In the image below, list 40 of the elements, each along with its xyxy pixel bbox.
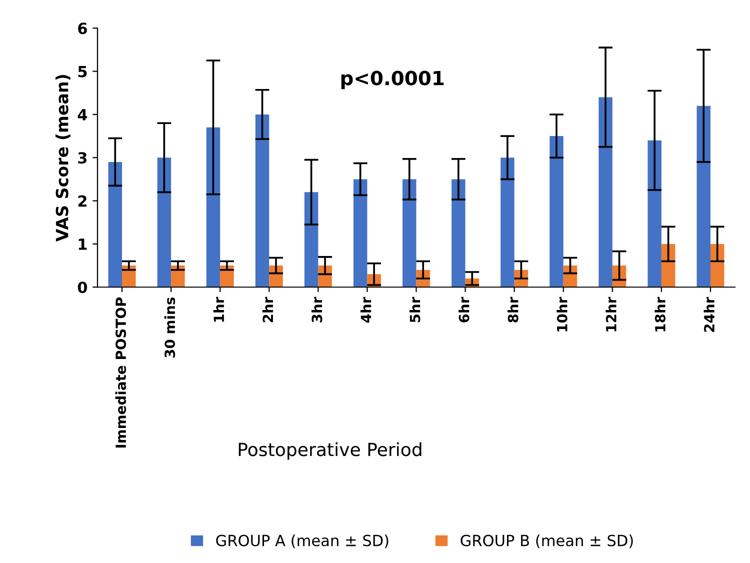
x-tick-label: 10hr: [556, 296, 568, 332]
bar: [157, 158, 172, 288]
y-tick-label: 6: [78, 22, 87, 34]
bar: [108, 162, 122, 288]
bar: [402, 179, 416, 288]
bar: [304, 192, 318, 288]
x-tick-label: 4hr: [360, 296, 372, 323]
bar: [710, 244, 724, 288]
bar: [648, 140, 662, 288]
bar: [206, 127, 220, 288]
bar: [661, 244, 676, 288]
bar: [550, 136, 564, 288]
x-tick-label: 1hr: [213, 296, 224, 322]
y-tick-label: 0: [78, 282, 88, 294]
bar: [696, 106, 710, 288]
x-tick-label: 30 mins: [164, 298, 176, 358]
x-axis-title: Postoperative Period: [238, 442, 422, 460]
x-tick-label: 3hr: [311, 296, 322, 322]
x-tick-label: 8hr: [508, 296, 518, 322]
annotation: p<0.0001: [341, 70, 444, 90]
x-tick-label: 24hr: [704, 296, 714, 332]
legend-label: GROUP B (mean ± SD): [460, 534, 633, 548]
y-axis-title: VAS Score (mean): [55, 74, 70, 242]
x-tick-label: 18hr: [654, 296, 666, 332]
bar: [353, 179, 368, 288]
bar: [255, 114, 270, 288]
x-tick-label: 6hr: [458, 296, 470, 322]
x-tick-label: 12hr: [606, 296, 616, 332]
legend-label: GROUP A (mean ± SD): [216, 534, 388, 548]
y-tick-label: 1: [78, 238, 87, 250]
y-tick-label: 4: [78, 109, 88, 120]
x-tick-label: Immediate POSTOP: [115, 297, 126, 448]
x-tick-label: 2hr: [262, 296, 273, 322]
x-tick-label: 5hr: [410, 296, 420, 322]
bar: [500, 158, 514, 288]
bar: [598, 97, 612, 288]
bar: [452, 179, 466, 288]
y-tick-label: 3: [78, 152, 87, 164]
y-tick-label: 2: [78, 195, 86, 207]
y-tick-label: 5: [78, 66, 87, 78]
